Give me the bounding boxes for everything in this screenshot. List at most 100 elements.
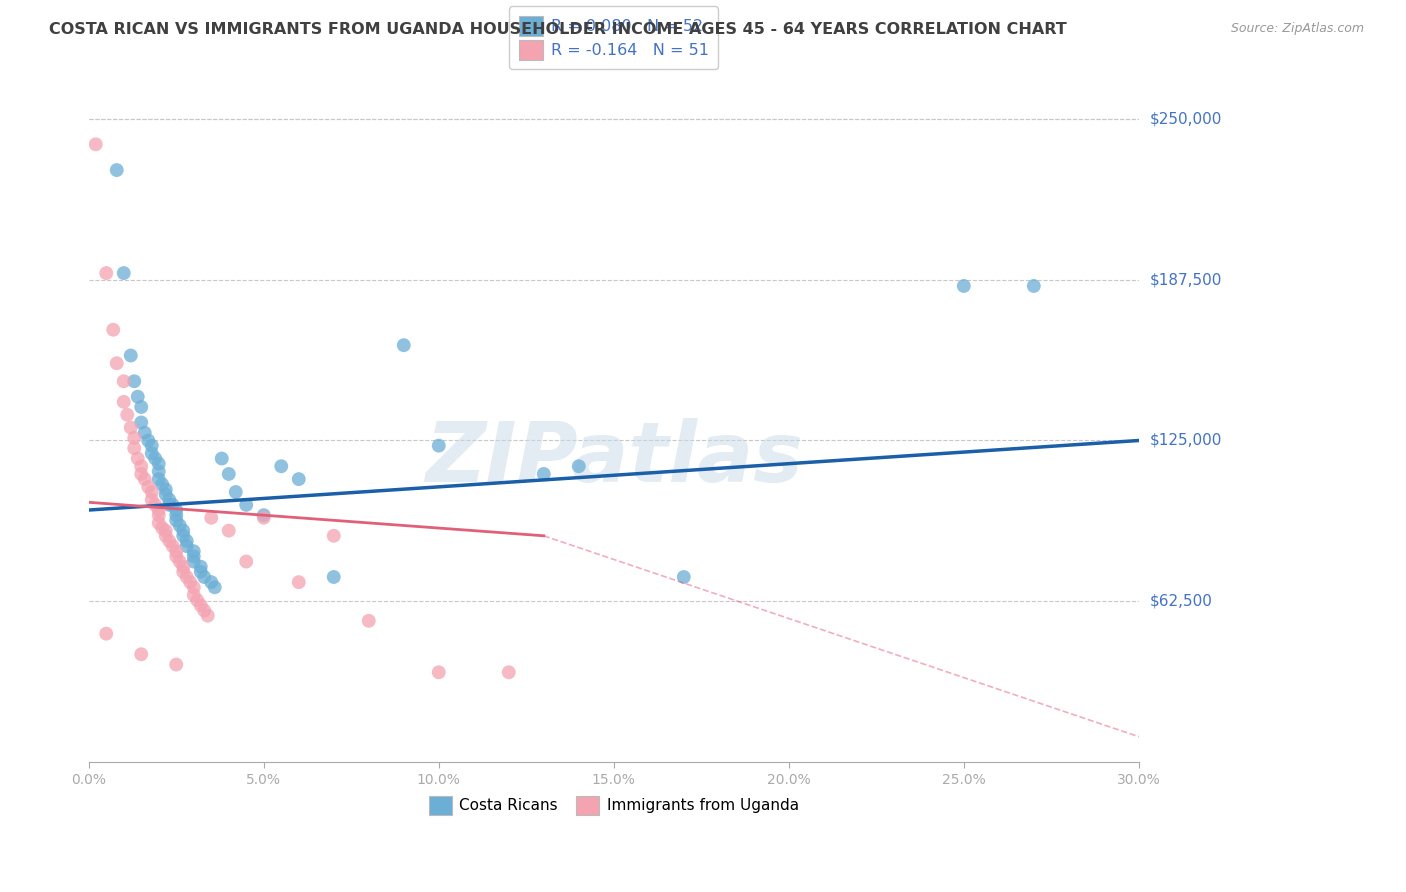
Point xyxy=(136,480,159,494)
Point xyxy=(204,580,226,594)
Point xyxy=(129,459,152,474)
Point xyxy=(165,544,187,558)
Point xyxy=(218,524,240,538)
Point xyxy=(134,425,156,440)
Point xyxy=(148,516,170,530)
Point xyxy=(165,549,187,564)
Point xyxy=(141,492,163,507)
Point xyxy=(141,439,163,453)
Point xyxy=(129,416,152,430)
Point xyxy=(176,570,198,584)
Point xyxy=(568,459,591,474)
Point xyxy=(127,390,149,404)
Point xyxy=(157,533,180,548)
Point xyxy=(533,467,555,481)
Point xyxy=(122,374,145,388)
Point xyxy=(197,608,219,623)
Text: $187,500: $187,500 xyxy=(1150,272,1222,287)
Point xyxy=(322,570,344,584)
Point xyxy=(357,614,380,628)
Point xyxy=(150,521,173,535)
Point xyxy=(225,485,247,500)
Point xyxy=(96,626,118,640)
Point xyxy=(155,524,177,538)
Point xyxy=(162,498,184,512)
Point xyxy=(392,338,415,352)
Point xyxy=(120,349,142,363)
Point xyxy=(96,266,118,280)
Point xyxy=(270,459,292,474)
Text: $62,500: $62,500 xyxy=(1150,594,1213,609)
Point xyxy=(165,503,187,517)
Point xyxy=(211,451,233,466)
Point xyxy=(253,508,276,523)
Point xyxy=(84,137,107,152)
Point xyxy=(129,400,152,414)
Point xyxy=(122,441,145,455)
Point xyxy=(200,575,222,590)
Point xyxy=(157,492,180,507)
Text: Source: ZipAtlas.com: Source: ZipAtlas.com xyxy=(1230,22,1364,36)
Point xyxy=(148,457,170,471)
Point xyxy=(127,451,149,466)
Point xyxy=(169,518,191,533)
Point xyxy=(193,570,215,584)
Point xyxy=(105,356,128,370)
Point xyxy=(148,464,170,478)
Point xyxy=(115,408,138,422)
Point xyxy=(183,544,205,558)
Point xyxy=(427,665,450,680)
Point xyxy=(157,498,180,512)
Point xyxy=(179,575,201,590)
Point xyxy=(190,559,212,574)
Point xyxy=(112,266,135,280)
Point xyxy=(162,539,184,553)
Point xyxy=(183,580,205,594)
Point xyxy=(112,395,135,409)
Point xyxy=(165,657,187,672)
Text: $125,000: $125,000 xyxy=(1150,433,1222,448)
Point xyxy=(129,647,152,661)
Point xyxy=(172,565,194,579)
Point xyxy=(165,508,187,523)
Point xyxy=(176,539,198,553)
Point xyxy=(235,555,257,569)
Point xyxy=(218,467,240,481)
Point xyxy=(136,434,159,448)
Point xyxy=(287,472,309,486)
Point xyxy=(155,529,177,543)
Point xyxy=(190,565,212,579)
Point xyxy=(143,451,166,466)
Point xyxy=(122,431,145,445)
Point xyxy=(193,603,215,617)
Point xyxy=(120,420,142,434)
Point xyxy=(150,477,173,491)
Point xyxy=(141,446,163,460)
Point xyxy=(172,529,194,543)
Point xyxy=(134,472,156,486)
Point xyxy=(253,510,276,524)
Point xyxy=(176,533,198,548)
Point xyxy=(672,570,695,584)
Point xyxy=(129,467,152,481)
Point xyxy=(105,163,128,178)
Legend: Costa Ricans, Immigrants from Uganda: Costa Ricans, Immigrants from Uganda xyxy=(420,789,807,822)
Point xyxy=(169,555,191,569)
Text: $250,000: $250,000 xyxy=(1150,112,1222,126)
Point xyxy=(165,513,187,527)
Point xyxy=(427,439,450,453)
Point xyxy=(183,588,205,602)
Text: COSTA RICAN VS IMMIGRANTS FROM UGANDA HOUSEHOLDER INCOME AGES 45 - 64 YEARS CORR: COSTA RICAN VS IMMIGRANTS FROM UGANDA HO… xyxy=(49,22,1067,37)
Point xyxy=(148,508,170,523)
Point xyxy=(148,503,170,517)
Point xyxy=(952,279,974,293)
Point xyxy=(103,323,125,337)
Point xyxy=(172,559,194,574)
Point xyxy=(155,487,177,501)
Point xyxy=(148,472,170,486)
Point xyxy=(322,529,344,543)
Point xyxy=(498,665,520,680)
Point xyxy=(183,555,205,569)
Point xyxy=(141,485,163,500)
Point xyxy=(190,599,212,613)
